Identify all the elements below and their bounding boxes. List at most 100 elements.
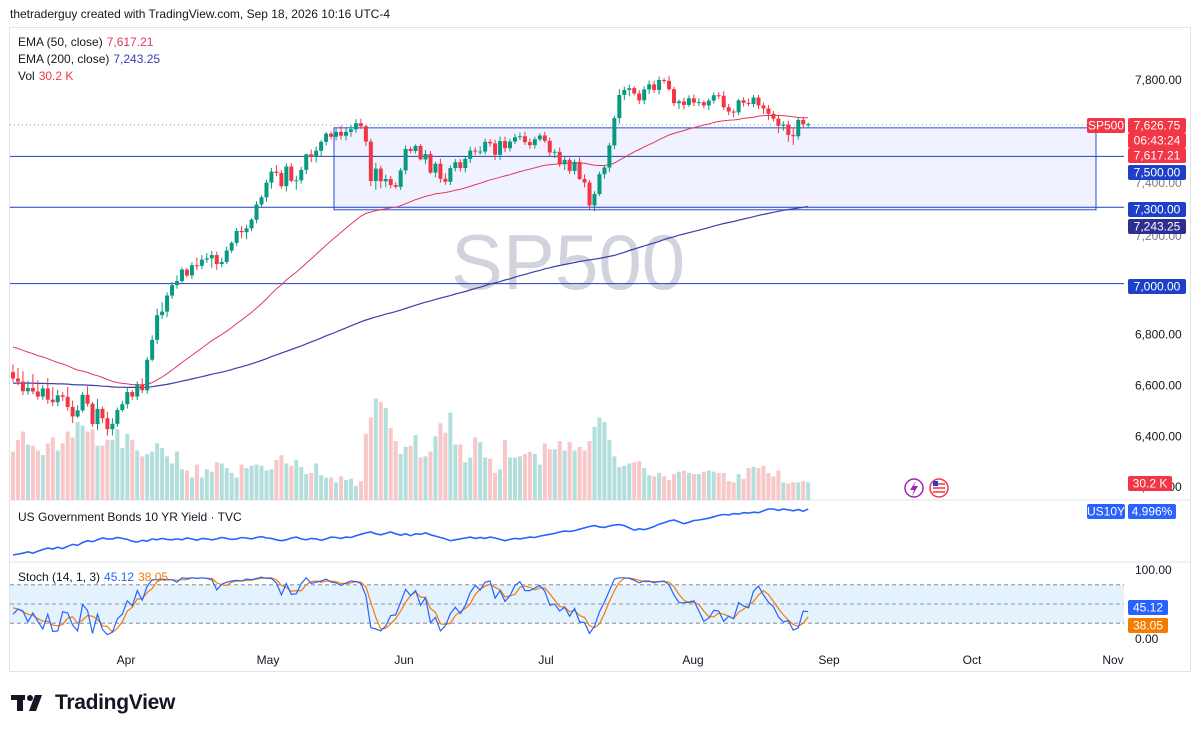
legend-stoch[interactable]: Stoch (14, 1, 3) 45.12 38.05 [18,570,168,584]
time-axis-tick: Sep [818,653,840,667]
volume-bar [65,431,70,500]
candle-body [160,311,165,316]
volume-bar [403,446,408,500]
volume-bar [686,472,691,500]
candle-body [20,381,25,392]
candle-body [100,408,105,419]
volume-bar [274,459,279,500]
volume-bar [393,441,398,500]
legend-ema200[interactable]: EMA (200, close) 7,243.25 [18,52,160,66]
candle-body [686,98,691,105]
volume-bars [11,398,811,500]
candle-body [165,295,170,312]
candle-body [746,102,751,104]
candle-body [145,359,150,391]
candle-body [299,169,304,181]
volume-bar [160,448,165,500]
stoch-k-tag: 45.12 [1133,601,1163,615]
candle-body [294,180,299,182]
candle-body [786,124,791,135]
volume-bar [488,458,493,500]
legend-volume[interactable]: Vol 30.2 K [18,69,73,83]
volume-bar [239,464,244,500]
volume-bar [75,422,80,500]
volume-bar [348,478,353,500]
volume-bar [244,468,249,500]
candle-body [314,150,319,157]
volume-bar [478,442,483,500]
symbol-watermark: SP500 [451,218,685,306]
candle-body [508,141,512,149]
volume-bar [587,441,592,500]
volume-bar [582,450,587,500]
consolidation-range-box [333,127,1097,211]
volume-bar [170,463,175,500]
ema50-tag: 7,617.21 [1134,149,1181,163]
candle-body [135,384,140,397]
countdown-tag: 06:43:24 [1134,134,1181,148]
stoch-axis-tick: 100.00 [1135,563,1172,577]
candle-body [607,145,612,168]
volume-bar [150,451,155,500]
candle-body [617,95,622,119]
candle-body [90,403,95,425]
vol-value: 30.2 K [38,69,74,83]
volume-bar [319,475,324,500]
volume-bar [443,432,448,500]
candle-body [652,84,657,90]
candle-body [522,136,527,143]
legend-ema50[interactable]: EMA (50, close) 7,617.21 [18,35,153,49]
candle-body [542,135,547,141]
candle-body [110,423,115,430]
volume-bar [95,445,100,500]
volume-bar [388,428,393,500]
candle-body [637,93,642,101]
ema200-label: EMA (200, close) [18,52,110,66]
tradingview-logo[interactable]: TradingView [11,691,175,715]
candle-body [184,269,189,276]
volume-bar [642,468,647,500]
us10y-value-tag: 4.996% [1132,505,1173,519]
volume-bar [329,477,334,500]
volume-bar [383,407,388,500]
volume-bar [398,453,403,500]
price-axis-tick: 6,600.00 [1135,378,1182,392]
legend-us10y[interactable]: US Government Bonds 10 YR Yield · TVC [18,510,242,524]
candle-body [120,404,125,411]
volume-bar [194,464,199,500]
candle-body [577,161,582,180]
volume-bar [284,463,289,500]
candle-body [517,136,522,138]
candle-body [324,133,329,142]
candle-body [403,148,408,171]
candle-body [572,161,577,171]
price-axis-tick: 6,400.00 [1135,429,1182,443]
volume-bar [691,474,696,500]
level-7300-tag-bg [1128,202,1186,217]
level-7500-tag-bg [1128,165,1186,180]
volume-bar [676,471,681,500]
volume-bar [463,462,468,500]
level-7500-tag: 7,500.00 [1134,166,1181,180]
time-axis-tick: Apr [117,653,136,667]
candle-body [35,391,40,397]
volume-bar [269,469,274,500]
volume-bar [140,456,145,500]
volume-bar [135,450,140,500]
candle-body [423,154,428,160]
volume-bar [175,451,180,500]
volume-bar [378,402,383,500]
candle-body [249,219,254,229]
time-axis-tick: May [257,653,280,667]
volume-bar [696,474,701,500]
vol-label: Vol [18,69,35,83]
candle-body [567,159,572,171]
volume-bar [433,436,438,500]
candle-body [125,392,130,405]
candle-body [199,259,204,266]
candle-body [45,388,50,400]
level-7000-tag: 7,000.00 [1134,280,1181,294]
candle-body [15,378,20,382]
